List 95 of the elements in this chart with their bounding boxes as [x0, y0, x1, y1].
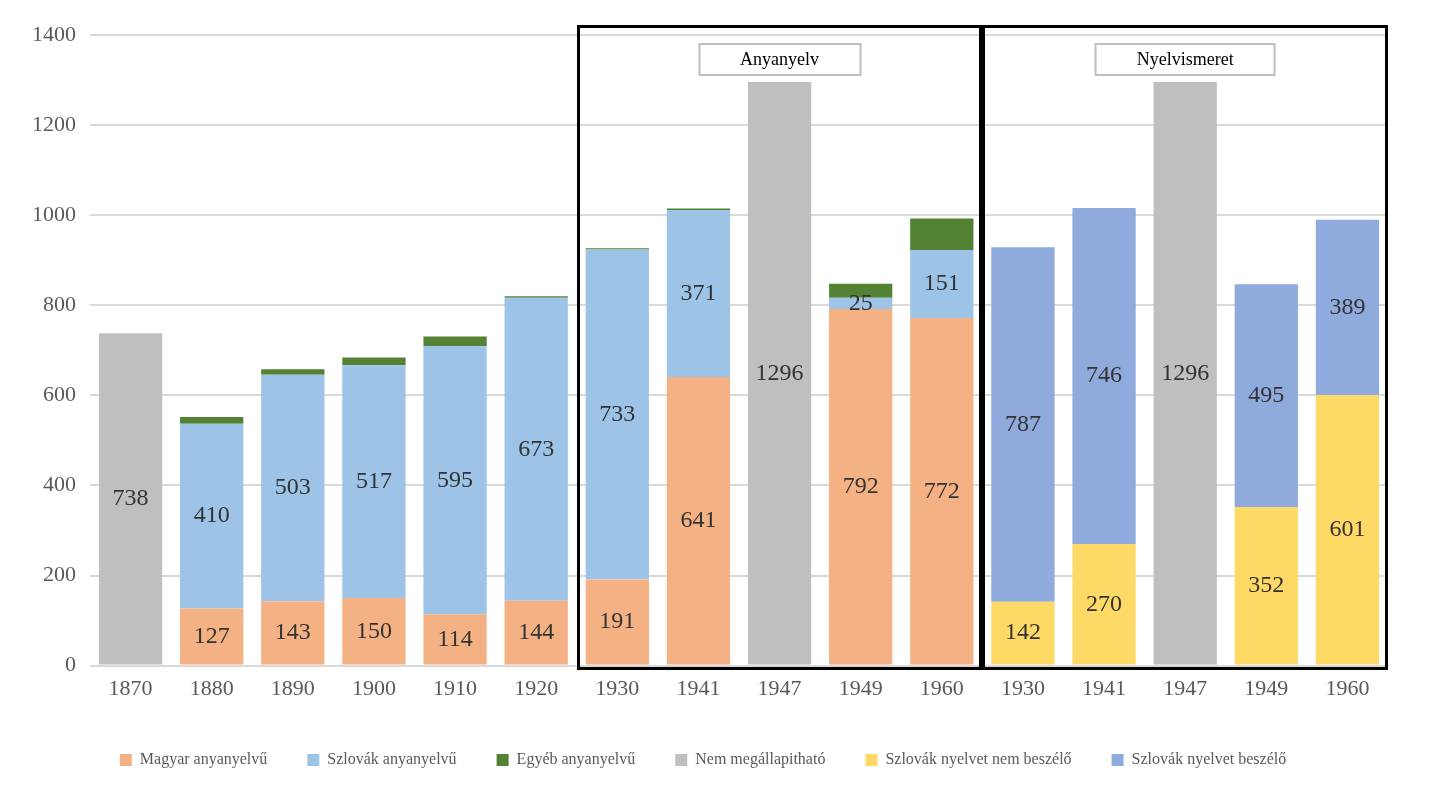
- data-label: 595: [437, 465, 474, 492]
- bar: [504, 297, 568, 601]
- x-tick-label: 1947: [1163, 674, 1208, 700]
- y-tick-label: 200: [43, 561, 76, 587]
- bar: [910, 218, 974, 250]
- bar: [666, 376, 731, 665]
- y-tick-label: 1000: [32, 201, 76, 227]
- bar: [180, 423, 244, 609]
- bar: [342, 598, 406, 665]
- data-label: 517: [355, 466, 392, 493]
- bar: [342, 365, 406, 599]
- data-label: 191: [599, 607, 636, 634]
- annotation: Anyanyelv: [740, 49, 820, 70]
- bar: [98, 333, 163, 665]
- y-tick-label: 400: [43, 471, 76, 497]
- bar: [1153, 82, 1217, 665]
- y-tick-label: 1400: [32, 20, 76, 46]
- x-tick-label: 1870: [108, 674, 153, 700]
- data-label: 495: [1248, 380, 1285, 407]
- x-tick-label: 1960: [1325, 674, 1370, 700]
- x-tick-label: 1930: [595, 674, 640, 700]
- bar: [1315, 219, 1380, 395]
- data-label: 371: [680, 278, 717, 305]
- bar: [1315, 394, 1380, 665]
- x-tick-label: 1920: [514, 674, 559, 700]
- legend-label: Szlovák nyelvet beszélő: [1131, 750, 1287, 769]
- bar: [1234, 507, 1298, 665]
- x-tick-label: 1890: [270, 674, 315, 700]
- x-tick-label: 1880: [189, 674, 234, 700]
- data-label: 787: [1004, 409, 1041, 436]
- data-label: 1296: [755, 358, 804, 385]
- x-tick-label: 1949: [1244, 674, 1289, 700]
- bar: [261, 369, 325, 375]
- bar: [910, 249, 974, 318]
- x-tick-label: 1941: [1082, 674, 1127, 700]
- data-label: 601: [1329, 515, 1366, 542]
- y-tick-label: 600: [43, 381, 76, 407]
- bar: [261, 601, 325, 665]
- bar: [504, 600, 568, 665]
- bar: [1072, 544, 1136, 665]
- data-label: 792: [842, 472, 879, 499]
- label-frame: Nyelvismeret: [1094, 43, 1276, 77]
- data-label: 270: [1086, 589, 1123, 616]
- data-label: 389: [1329, 292, 1366, 319]
- legend-label: Szlovák anyanyelvű: [327, 750, 457, 769]
- x-tick-label: 1960: [919, 674, 964, 700]
- bar: [1234, 284, 1298, 508]
- bar: [342, 357, 406, 366]
- y-tick-label: 800: [43, 291, 76, 317]
- bar: [423, 346, 487, 615]
- y-tick-label: 0: [65, 651, 76, 677]
- x-tick-label: 1941: [676, 674, 721, 700]
- data-label: 144: [518, 617, 555, 644]
- legend-label: Szlovák nyelvet nem beszélő: [885, 750, 1072, 769]
- legend-label: Nem megállapitható: [695, 750, 826, 769]
- y-tick-label: 1200: [32, 111, 76, 137]
- data-label: 143: [274, 618, 311, 645]
- legend-label: Magyar anyanyelvű: [139, 750, 268, 769]
- data-label: 150: [355, 616, 392, 643]
- x-tick-label: 1910: [433, 674, 478, 700]
- data-label: 503: [274, 473, 311, 500]
- x-tick-label: 1900: [351, 674, 396, 700]
- x-tick-label: 1949: [838, 674, 883, 700]
- bar: [585, 579, 649, 665]
- data-label: 1296: [1161, 358, 1210, 385]
- bar: [910, 317, 974, 665]
- x-tick-label: 1947: [757, 674, 802, 700]
- label-frame: Anyanyelv: [698, 43, 862, 77]
- data-label: 772: [923, 476, 960, 503]
- x-tick-label: 1930: [1000, 674, 1045, 700]
- legend-label: Egyéb anyanyelvű: [516, 750, 636, 769]
- bar: [829, 308, 893, 665]
- data-label: 114: [437, 624, 473, 651]
- annotation: Nyelvismeret: [1136, 49, 1234, 70]
- data-label: 127: [193, 621, 230, 648]
- bar: [991, 601, 1055, 665]
- data-label: 746: [1086, 361, 1123, 388]
- bar: [261, 374, 325, 602]
- data-label: 142: [1004, 618, 1041, 645]
- bar: [1072, 208, 1136, 545]
- data-label: 641: [680, 506, 717, 533]
- data-label: 352: [1248, 571, 1285, 598]
- data-label: 738: [112, 484, 149, 511]
- data-label: 673: [518, 434, 555, 461]
- data-label: 410: [193, 501, 230, 528]
- bar: [585, 249, 649, 580]
- bar: [747, 82, 812, 665]
- bar: [180, 417, 244, 424]
- data-label: 733: [599, 399, 636, 426]
- bar: [666, 209, 731, 377]
- bar: [423, 336, 487, 347]
- bar: [423, 614, 487, 665]
- bar: [991, 247, 1055, 602]
- bar: [180, 608, 244, 665]
- data-label: 151: [923, 269, 960, 296]
